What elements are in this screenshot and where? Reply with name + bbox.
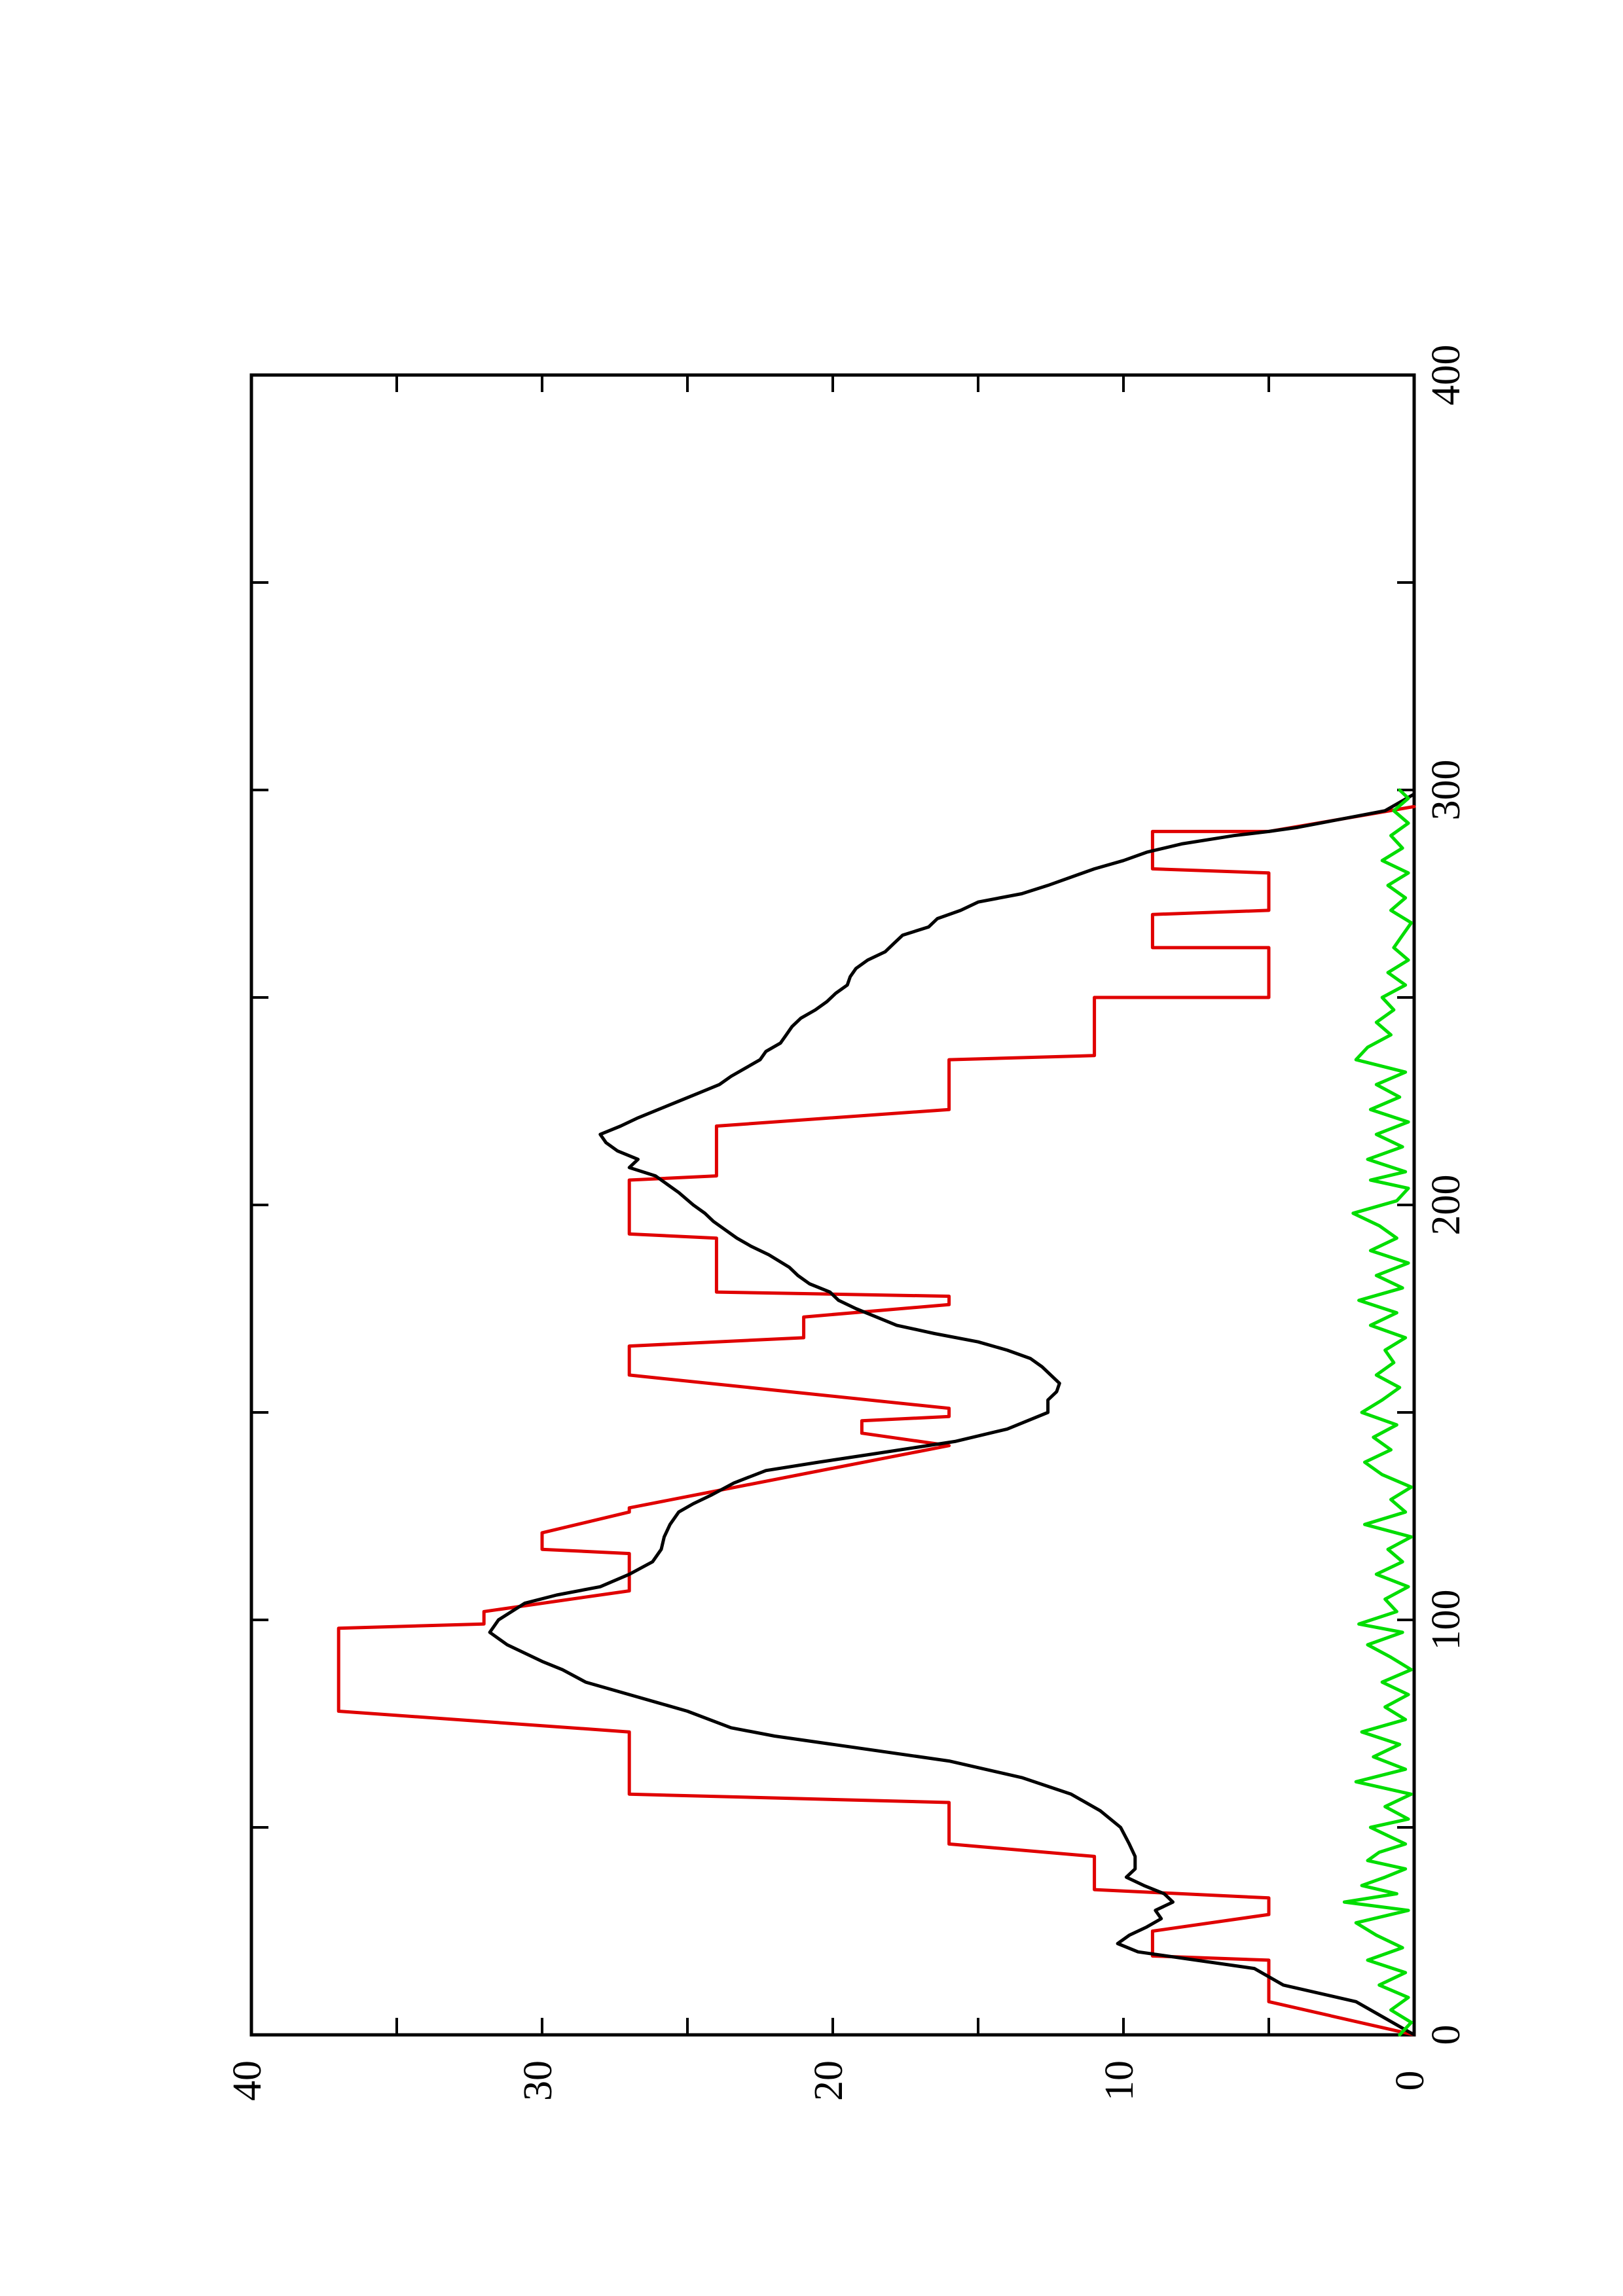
x-tick-label: 200 bbox=[1424, 1175, 1468, 1236]
y-tick-label: 30 bbox=[516, 2060, 560, 2101]
x-tick-label: 0 bbox=[1424, 2025, 1468, 2045]
axis-ticks bbox=[251, 375, 1414, 2035]
series-line-3 bbox=[1342, 788, 1413, 2037]
x-tick-label: 400 bbox=[1424, 345, 1468, 406]
x-tick-label: 300 bbox=[1424, 760, 1468, 821]
axis-tick-labels: 0 100 200 300 400 0 10 20 30 40 bbox=[225, 345, 1468, 2102]
plot-frame bbox=[249, 373, 1416, 2037]
x-tick-label: 100 bbox=[1424, 1590, 1468, 1651]
series-line-2 bbox=[488, 792, 1416, 2037]
series-lines bbox=[337, 788, 1416, 2037]
y-tick-label: 40 bbox=[225, 2060, 270, 2101]
y-tick-label: 10 bbox=[1097, 2060, 1142, 2101]
series-line-1 bbox=[337, 804, 1416, 2037]
y-tick-label: 0 bbox=[1388, 2071, 1432, 2091]
y-tick-label: 20 bbox=[807, 2060, 851, 2101]
